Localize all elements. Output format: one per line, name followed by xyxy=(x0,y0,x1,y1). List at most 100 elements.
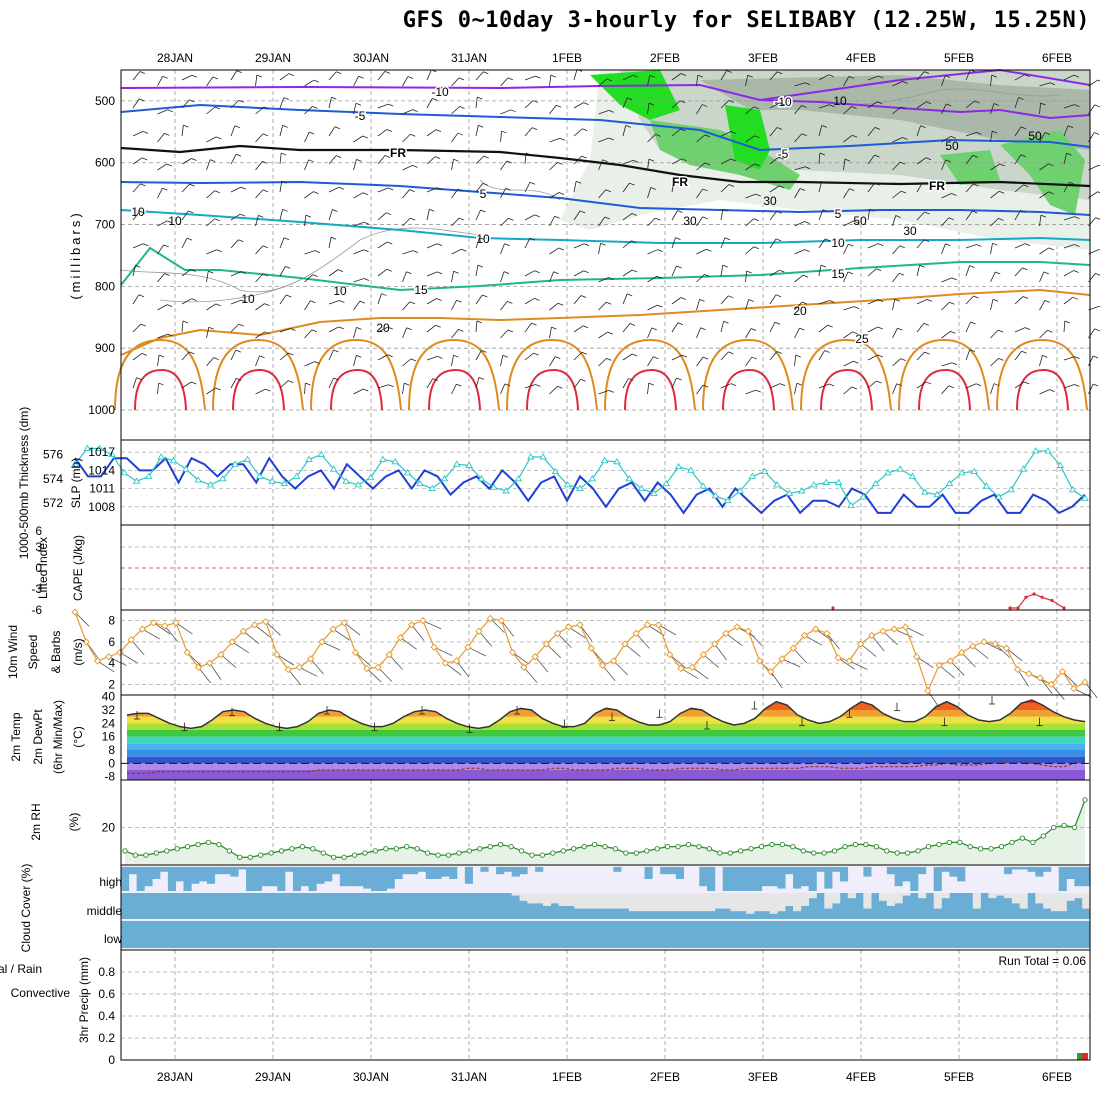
wind-barb-flag xyxy=(410,133,416,137)
wind-barb xyxy=(965,295,974,305)
middle-cloud-bar xyxy=(847,893,856,899)
wind-barb-flag xyxy=(944,75,951,78)
wind-barb xyxy=(500,131,503,143)
wind-barb xyxy=(230,213,241,221)
rh-shade xyxy=(725,105,770,170)
high-cloud-bar xyxy=(894,867,903,887)
rh-point xyxy=(1051,824,1057,831)
thickness-point xyxy=(317,450,326,458)
wind-barb xyxy=(328,300,340,305)
high-cloud-bar xyxy=(206,867,216,884)
wind-barb-flag xyxy=(656,275,663,279)
high-cloud-bar xyxy=(425,867,434,879)
wind-barb-flag xyxy=(829,383,835,387)
wind-barb xyxy=(892,190,902,199)
high-cloud-bar xyxy=(910,867,919,891)
wind-barb xyxy=(206,327,210,339)
wind-barb-flag xyxy=(1018,97,1024,100)
wind-barb-flag xyxy=(1020,154,1027,158)
wind-barb-flag xyxy=(993,383,1000,386)
wind-barb-flag xyxy=(241,299,247,303)
wind-barb-flag xyxy=(190,269,196,272)
wind-barb xyxy=(990,163,1000,171)
high-cloud-bar xyxy=(191,867,200,884)
wind-barb-flag xyxy=(437,187,443,191)
high-cloud-bar xyxy=(464,867,473,884)
thickness-ylabel-text: 1000-500mb Thickness (dm) xyxy=(17,407,31,560)
wind-barb-flag xyxy=(951,362,958,366)
wind-barb-flag xyxy=(1047,329,1053,333)
wind-barb xyxy=(843,220,854,227)
wind-barb-flag xyxy=(1044,132,1051,135)
wind-barb-flag xyxy=(779,383,786,386)
thickness-point xyxy=(822,478,831,485)
wind-speed-point xyxy=(520,663,528,672)
wind-barb-flag xyxy=(458,77,465,81)
wind-barb xyxy=(206,357,214,367)
thickness-point xyxy=(182,465,190,472)
lifted-index-point xyxy=(1016,606,1020,610)
wind-barb xyxy=(426,324,436,333)
wind-barb xyxy=(549,137,560,143)
rh-point xyxy=(957,839,963,846)
wind-barb xyxy=(941,385,950,395)
wind-barb xyxy=(157,304,168,311)
rh-point xyxy=(466,848,472,854)
wind-barb-flag xyxy=(648,102,655,106)
high-cloud-bar xyxy=(918,867,927,875)
thickness-point xyxy=(834,478,843,485)
wind-barb-flag xyxy=(535,384,541,387)
rh-point xyxy=(539,852,546,858)
rh-point xyxy=(351,852,358,858)
wind-barb-flag xyxy=(1020,126,1027,130)
wind-barb xyxy=(132,157,143,165)
wind-barb-flag xyxy=(333,349,339,353)
wind-barb xyxy=(304,215,307,227)
wind-barb xyxy=(451,248,462,255)
wind-barb-flag xyxy=(1073,270,1079,273)
wind-barb xyxy=(745,135,755,143)
wind-barb xyxy=(843,159,846,171)
date-label-top: 31JAN xyxy=(451,51,487,65)
wind-barb-flag xyxy=(976,244,982,247)
thickness-point xyxy=(342,477,350,484)
wind-barb xyxy=(769,156,779,165)
wind-barb-flag xyxy=(183,124,189,128)
temp-tick-label: 8 xyxy=(108,743,115,757)
temp-contour-25 xyxy=(898,338,990,411)
wind-barb xyxy=(328,186,340,193)
wind-barb-flag xyxy=(796,382,803,386)
wind-barb xyxy=(328,326,339,333)
temp-ylabel: (6hr Min/Max) xyxy=(51,700,65,774)
date-label-bottom: 31JAN xyxy=(451,1070,487,1084)
wind-barb-flag xyxy=(1040,214,1047,218)
rh-point xyxy=(894,850,900,856)
wind-barb xyxy=(867,75,879,81)
wind-barb-flag xyxy=(356,159,362,162)
wind-barb-flag xyxy=(776,127,783,130)
wind-barb xyxy=(451,271,454,283)
wind-barb xyxy=(1063,104,1075,109)
date-label-top: 5FEB xyxy=(944,51,974,65)
date-label-bottom: 29JAN xyxy=(255,1070,291,1084)
wind-barb-flag xyxy=(534,214,540,218)
middle-cloud-bar xyxy=(972,893,981,909)
wind-barb-flag xyxy=(262,273,269,277)
wind-barb-flag xyxy=(583,102,589,105)
wind-barb xyxy=(696,104,703,115)
rh-point xyxy=(393,846,399,852)
wind-barb xyxy=(647,103,650,115)
middle-cloud-bar xyxy=(1035,893,1044,904)
wind-barb xyxy=(255,215,259,227)
thickness-point xyxy=(1019,465,1028,472)
wind-barb-flag xyxy=(702,104,708,107)
wind-barb xyxy=(892,106,902,115)
wind-barb-flag xyxy=(410,358,417,362)
wind-barb xyxy=(818,383,830,389)
wind-barb-flag xyxy=(1048,247,1054,251)
wind-barb xyxy=(1039,103,1041,115)
wind-barb-flag xyxy=(1067,125,1074,129)
high-cloud-bar xyxy=(699,867,708,887)
wind-barb xyxy=(426,356,438,361)
wind-barb xyxy=(524,127,533,137)
